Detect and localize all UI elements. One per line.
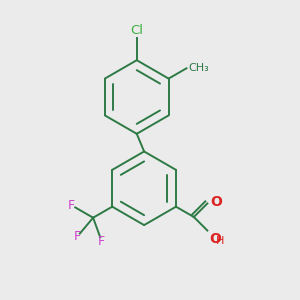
Text: O: O (209, 232, 221, 246)
Text: H: H (216, 236, 225, 246)
Text: Cl: Cl (130, 24, 143, 37)
Text: O: O (210, 195, 222, 209)
Text: CH₃: CH₃ (188, 63, 209, 73)
Text: F: F (98, 235, 105, 248)
Text: F: F (68, 199, 75, 212)
Text: F: F (74, 230, 81, 243)
